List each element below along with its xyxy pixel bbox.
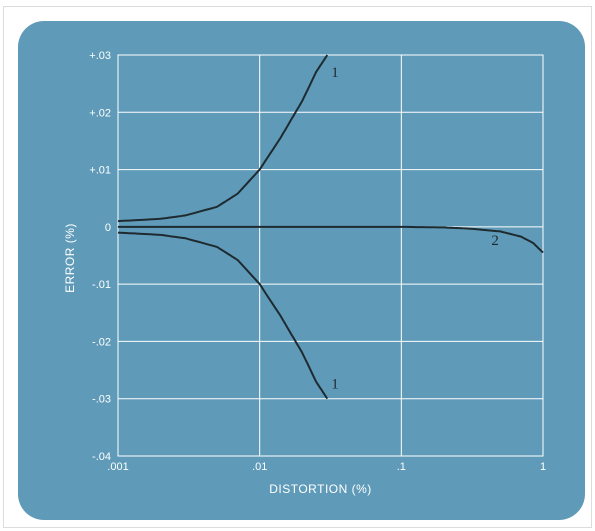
x-tick-labels: .001 .01 .1 1 [107,461,546,473]
data-curves [117,54,544,400]
series-line-3 [118,225,544,254]
series-label-3: 2 [491,233,499,249]
series-line-1 [117,54,329,223]
y-axis-title: ERROR (%) [63,223,77,293]
x-tick-label: 1 [540,461,546,473]
curve-labels: 1 1 2 [331,65,499,393]
y-tick-label: +.02 [89,107,111,119]
x-tick-label: .01 [252,461,267,473]
x-axis-title: DISTORTION (%) [269,482,372,496]
plot-border [117,54,544,457]
y-tick-label: 0 [105,222,111,234]
y-tick-label: +.03 [89,50,111,62]
series-label-1: 1 [331,65,339,81]
y-tick-label: -.03 [92,394,111,406]
series-label-2: 1 [331,377,339,393]
x-tick-label: .001 [107,461,128,473]
y-tick-label: +.01 [89,165,111,177]
plot-area [117,54,544,457]
y-tick-labels: +.03 +.02 +.01 0 -.01 -.02 -.03 -.04 [89,50,111,463]
y-tick-label: -.01 [92,279,111,291]
y-tick-label: -.04 [92,451,111,463]
x-tick-label: .1 [397,461,406,473]
grid-lines [117,54,544,457]
y-tick-label: -.02 [92,336,111,348]
series-line-2 [117,231,329,400]
